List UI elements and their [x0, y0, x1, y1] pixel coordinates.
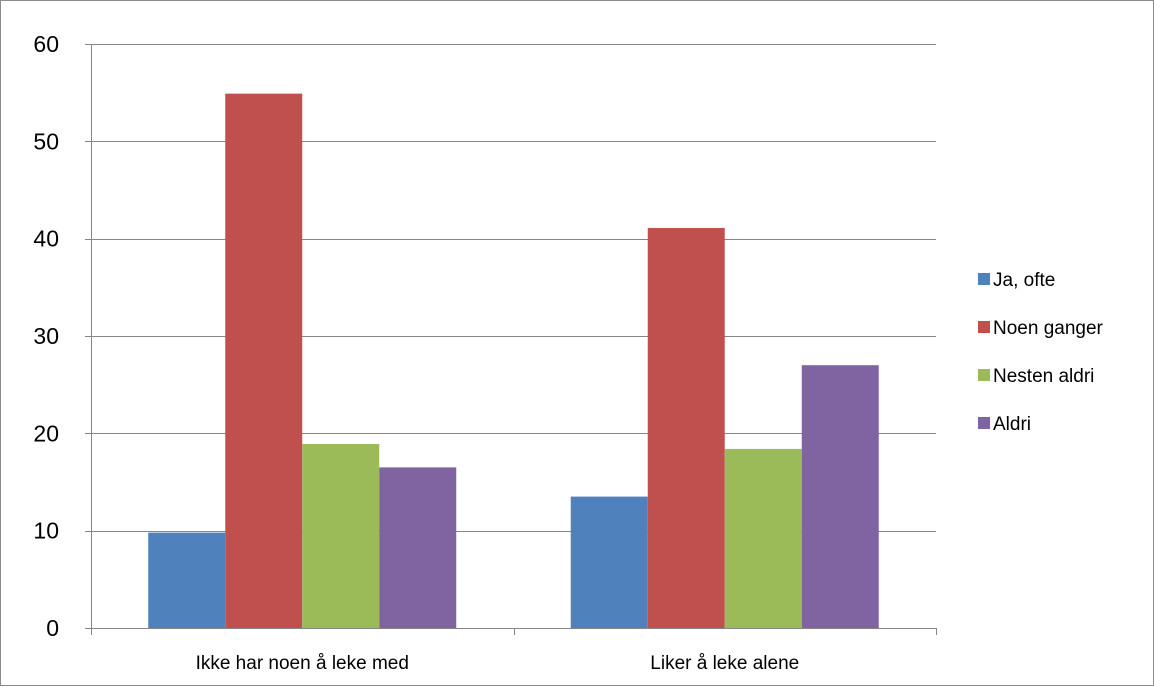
bar — [379, 467, 457, 628]
y-tick-label: 60 — [33, 31, 59, 57]
bar — [302, 444, 380, 628]
legend-swatch — [978, 417, 990, 429]
legend: Ja, ofte Noen ganger Nesten aldri Aldri — [978, 270, 1104, 435]
y-tick-label: 40 — [33, 226, 59, 252]
legend-swatch — [978, 273, 990, 285]
legend-label: Ja, ofte — [993, 270, 1055, 291]
y-tick-label: 30 — [33, 323, 59, 349]
bar — [570, 496, 648, 628]
y-tick-label: 10 — [33, 518, 59, 544]
legend-label: Aldri — [993, 414, 1031, 435]
y-tick-label: 0 — [46, 615, 59, 641]
legend-label: Noen ganger — [993, 318, 1104, 339]
bar — [724, 448, 802, 628]
bars — [148, 93, 879, 628]
x-category-label: Liker å leke alene — [650, 653, 799, 674]
y-tick-label: 50 — [33, 128, 59, 154]
x-category-label: Ikke har noen å leke med — [196, 653, 409, 674]
legend-swatch — [978, 321, 990, 333]
bar — [801, 365, 879, 628]
bar — [148, 532, 226, 628]
y-tick-labels: 0 10 20 30 40 50 60 — [33, 31, 59, 641]
bar — [647, 227, 725, 628]
bar — [225, 93, 303, 628]
y-tick-label: 20 — [33, 420, 59, 446]
legend-swatch — [978, 369, 990, 381]
x-category-labels: Ikke har noen å leke med Liker å leke ale… — [196, 653, 800, 674]
axes — [85, 44, 937, 635]
legend-label: Nesten aldri — [993, 366, 1094, 387]
